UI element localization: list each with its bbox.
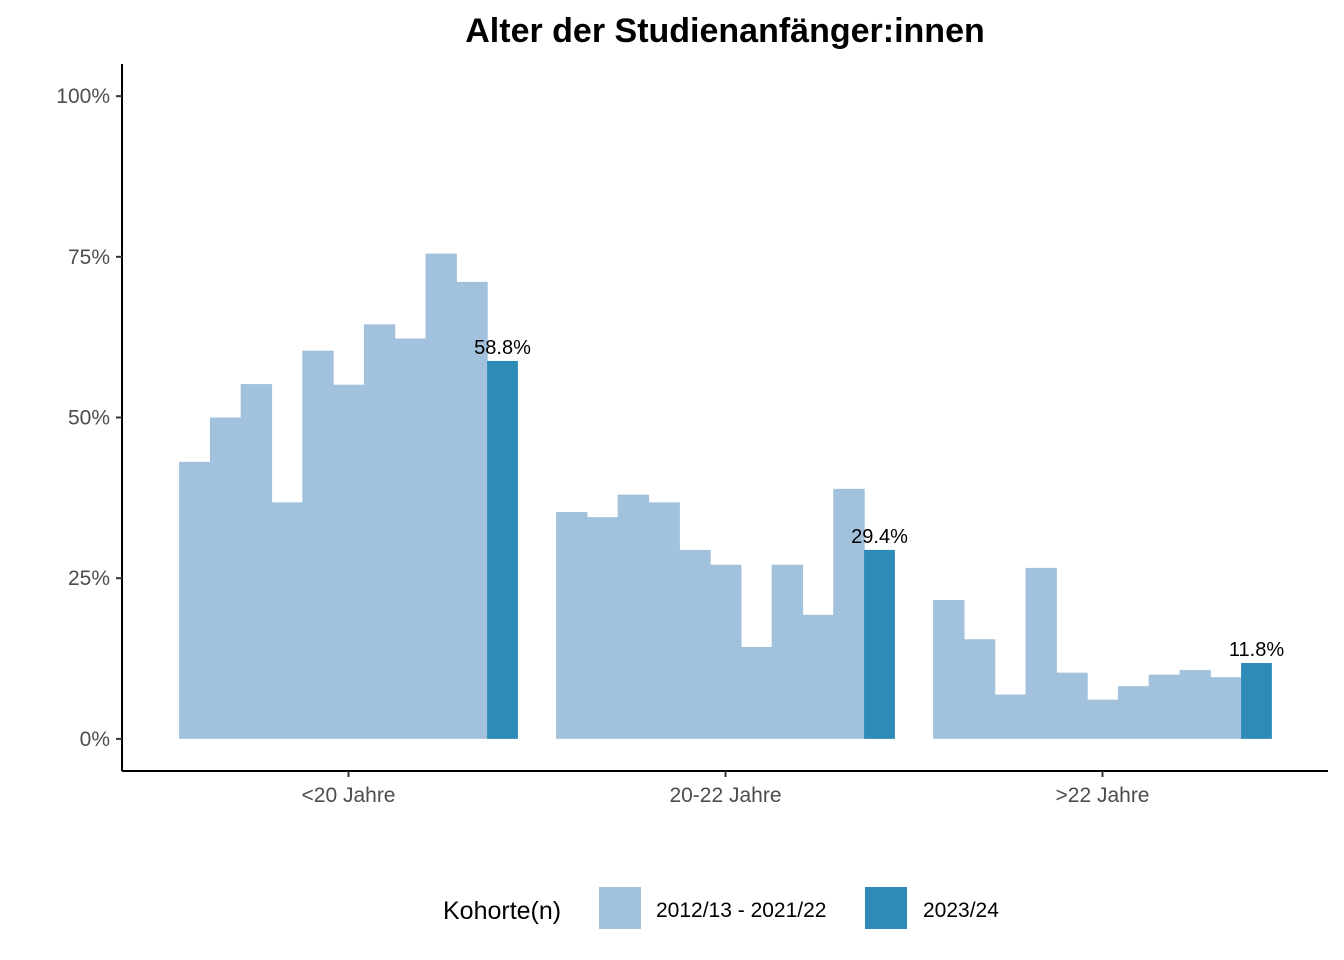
bar-historic-2-3 — [1025, 567, 1057, 739]
legend-swatch-historic — [599, 887, 641, 929]
data-labels-group: 58.8% 29.4% 11.8% — [474, 337, 1284, 661]
legend: Kohorte(n) 2012/13 - 2021/22 2023/24 — [443, 887, 999, 929]
y-tick-label-1: 25% — [68, 567, 110, 590]
bar-historic-1-3 — [648, 502, 680, 739]
bar-historic-0-2 — [240, 384, 273, 739]
bar-historic-2-7 — [1148, 674, 1181, 739]
y-tick-label-2: 50% — [68, 407, 110, 430]
x-tick-label-2: >22 Jahre — [1056, 784, 1150, 807]
bar-historic-2-1 — [963, 639, 996, 739]
y-tick-label-0: 0% — [80, 728, 110, 751]
bar-historic-0-3 — [271, 502, 303, 739]
bar-historic-1-1 — [586, 517, 619, 739]
bar-historic-1-8 — [802, 614, 834, 739]
bar-historic-1-4 — [679, 549, 711, 739]
bar-historic-0-6 — [363, 324, 396, 739]
bar-historic-0-7 — [394, 338, 427, 739]
bar-historic-2-8 — [1179, 670, 1211, 739]
bar-historic-2-9 — [1210, 677, 1242, 739]
bar-historic-1-6 — [740, 646, 773, 739]
bar-historic-2-5 — [1087, 699, 1119, 739]
bar-historic-2-2 — [994, 694, 1027, 739]
legend-title: Kohorte(n) — [443, 897, 561, 925]
legend-swatch-current — [865, 887, 907, 929]
bar-historic-1-9 — [833, 488, 865, 739]
bar-historic-2-4 — [1056, 672, 1088, 739]
data-label-current-0: 58.8% — [474, 337, 531, 359]
bar-historic-0-5 — [333, 384, 365, 739]
bar-historic-0-0 — [179, 461, 211, 739]
y-tick-label-3: 75% — [68, 246, 110, 269]
bar-historic-1-7 — [771, 564, 804, 739]
bar-current-2 — [1241, 663, 1272, 739]
data-label-current-1: 29.4% — [851, 526, 908, 548]
x-tick-label-1: 20-22 Jahre — [669, 784, 781, 807]
bar-historic-1-2 — [617, 494, 650, 739]
x-axis: <20 Jahre 20-22 Jahre >22 Jahre — [122, 770, 1328, 807]
legend-label-historic: 2012/13 - 2021/22 — [656, 899, 826, 922]
bar-historic-0-1 — [209, 417, 242, 739]
bar-current-0 — [487, 360, 518, 739]
x-tick-label-0: <20 Jahre — [302, 784, 396, 807]
bars-group — [179, 253, 1272, 739]
bar-historic-2-6 — [1117, 686, 1150, 739]
data-label-current-2: 11.8% — [1229, 639, 1284, 661]
bar-current-1 — [864, 549, 895, 739]
bar-historic-0-4 — [302, 350, 334, 739]
bar-historic-0-9 — [456, 281, 488, 739]
y-axis: 0% 25% 50% 75% 100% — [56, 64, 123, 771]
bar-historic-1-5 — [710, 564, 742, 739]
chart-title: Alter der Studienanfänger:innen — [465, 12, 985, 50]
bar-historic-0-8 — [425, 253, 457, 739]
y-tick-label-4: 100% — [56, 85, 110, 108]
legend-label-current: 2023/24 — [923, 899, 999, 922]
bar-historic-2-0 — [933, 600, 965, 739]
bar-historic-1-0 — [556, 511, 588, 739]
